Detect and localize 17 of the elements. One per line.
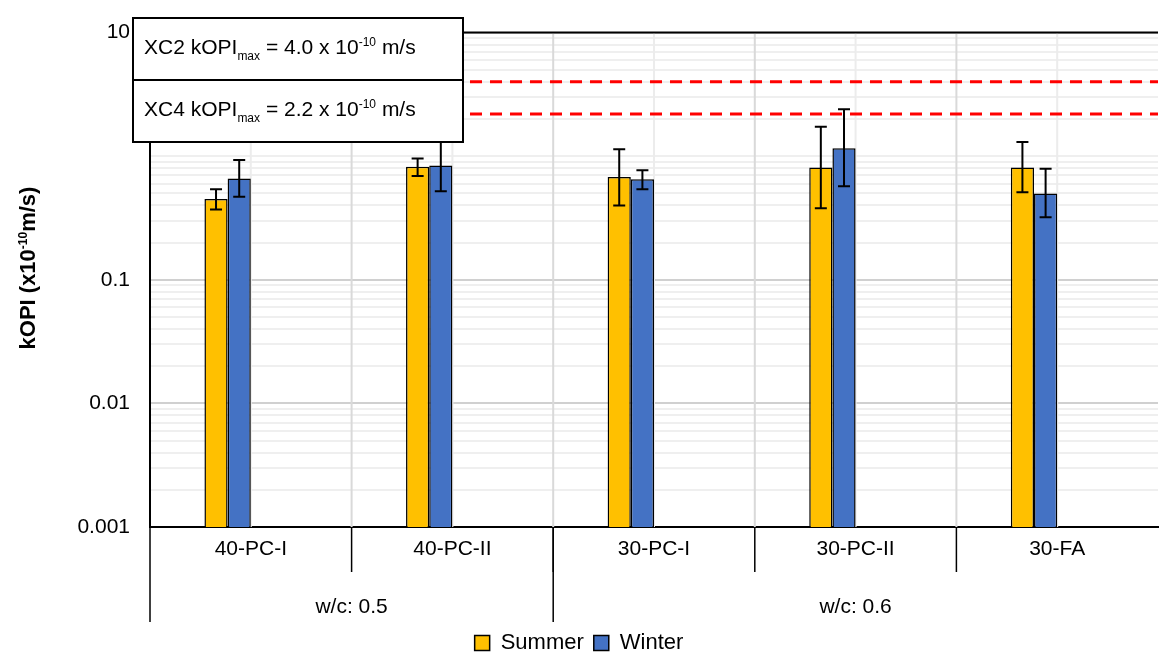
x-tick-label: 30-FA (1029, 536, 1086, 560)
legend-label: Summer (500, 629, 584, 655)
text-box: XC4 kOPI$_{max}$ = 2.2 x 10$^{-10}$ m/s (132, 79, 464, 143)
y-tick-label: 0.01 (89, 390, 130, 414)
x-tick-label: 30-PC-II (816, 536, 895, 560)
text-box: XC2 kOPI$_{max}$ = 4.0 x 10$^{-10}$ m/s (132, 17, 464, 81)
y-tick-label: 0.001 (77, 513, 130, 537)
x-tick-label: 40-PC-II (413, 536, 492, 560)
ref-line-label: XC2 kOPI$_{max}$ = 4.0 x 10$^{-10}$ m/s (144, 35, 416, 63)
x-tick-label: 30-PC-I (617, 536, 691, 560)
text: w/c: 0.5 (314, 593, 388, 617)
y-tick-label: 0.1 (100, 266, 130, 290)
y-tick-label: 10 (106, 19, 130, 43)
ref-line-label: XC4 kOPI$_{max}$ = 2.2 x 10$^{-10}$ m/s (144, 97, 416, 125)
legend-label: Winter (619, 629, 684, 655)
text: w/c: 0.6 (818, 593, 892, 617)
x-tick-label: 40-PC-I (214, 536, 287, 560)
